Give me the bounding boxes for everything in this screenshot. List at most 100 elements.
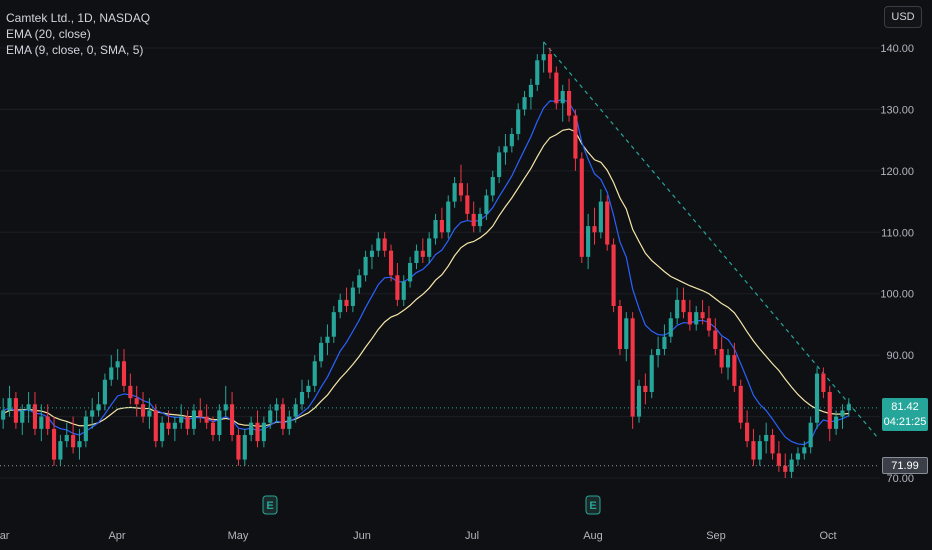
candle[interactable]: [32, 392, 38, 435]
ema20-legend[interactable]: EMA (20, close): [6, 27, 91, 41]
candle[interactable]: [414, 244, 419, 270]
candle[interactable]: [363, 250, 368, 282]
candle[interactable]: [547, 48, 553, 79]
candle[interactable]: [738, 379, 743, 429]
candle[interactable]: [242, 428, 247, 466]
candle[interactable]: [554, 66, 559, 110]
symbol-title[interactable]: Camtek Ltd., 1D, NASDAQ: [6, 11, 151, 25]
candle[interactable]: [338, 293, 343, 319]
earnings-marker[interactable]: E: [262, 495, 278, 515]
candle[interactable]: [427, 232, 432, 263]
candle[interactable]: [630, 312, 635, 429]
candle[interactable]: [617, 299, 622, 356]
candle[interactable]: [185, 410, 190, 435]
candle[interactable]: [528, 78, 533, 110]
candle[interactable]: [166, 410, 171, 435]
candle[interactable]: [566, 78, 572, 122]
candle[interactable]: [535, 54, 540, 91]
candle[interactable]: [191, 404, 196, 435]
candle[interactable]: [662, 324, 667, 356]
candle[interactable]: [579, 152, 584, 263]
candle[interactable]: [656, 336, 661, 368]
candle[interactable]: [280, 398, 286, 435]
trendline-segment[interactable]: [543, 41, 879, 439]
candle[interactable]: [471, 201, 476, 233]
candle[interactable]: [821, 367, 826, 399]
candle[interactable]: [395, 263, 400, 306]
candle[interactable]: [115, 349, 120, 380]
candle[interactable]: [255, 410, 260, 448]
candle[interactable]: [147, 398, 152, 429]
candle[interactable]: [834, 410, 839, 435]
candle[interactable]: [433, 213, 438, 245]
candle[interactable]: [598, 189, 603, 239]
candle[interactable]: [725, 349, 731, 380]
candle[interactable]: [643, 373, 648, 405]
candle[interactable]: [757, 435, 762, 466]
candle[interactable]: [382, 232, 387, 257]
candle[interactable]: [223, 385, 228, 417]
candle[interactable]: [249, 416, 254, 442]
candle[interactable]: [319, 336, 324, 368]
candle[interactable]: [789, 453, 794, 478]
candle[interactable]: [388, 244, 394, 282]
candle[interactable]: [700, 299, 705, 325]
candle[interactable]: [541, 41, 546, 73]
candle[interactable]: [64, 422, 69, 448]
candle[interactable]: [357, 269, 362, 294]
candle[interactable]: [795, 447, 801, 466]
candle[interactable]: [808, 416, 813, 454]
candle[interactable]: [13, 392, 18, 429]
candle[interactable]: [344, 287, 349, 313]
candle[interactable]: [465, 183, 470, 220]
currency-button[interactable]: USD: [884, 6, 922, 28]
candle[interactable]: [522, 91, 527, 116]
candle[interactable]: [210, 416, 216, 442]
earnings-marker[interactable]: E: [585, 495, 601, 515]
candle[interactable]: [477, 207, 483, 233]
candle[interactable]: [458, 164, 464, 202]
candle[interactable]: [350, 281, 355, 313]
candle[interactable]: [770, 428, 775, 460]
candle[interactable]: [140, 392, 146, 423]
candle[interactable]: [668, 312, 673, 343]
candle[interactable]: [325, 324, 330, 356]
candle[interactable]: [484, 189, 489, 220]
candle[interactable]: [160, 416, 165, 448]
candle[interactable]: [560, 84, 565, 122]
candle[interactable]: [204, 404, 209, 429]
candle[interactable]: [439, 207, 444, 239]
candle[interactable]: [134, 385, 139, 417]
candle[interactable]: [408, 256, 413, 288]
candle[interactable]: [681, 287, 686, 319]
candle[interactable]: [802, 441, 807, 460]
candle[interactable]: [51, 416, 57, 466]
candle[interactable]: [732, 342, 737, 392]
candle[interactable]: [90, 398, 95, 429]
candle[interactable]: [509, 127, 514, 153]
candle[interactable]: [420, 238, 425, 263]
candle[interactable]: [45, 404, 50, 435]
candle[interactable]: [624, 312, 629, 362]
candle[interactable]: [694, 306, 699, 331]
candle[interactable]: [503, 134, 508, 165]
candle[interactable]: [376, 232, 381, 257]
candle[interactable]: [287, 410, 292, 435]
ema9-legend[interactable]: EMA (9, close, 0, SMA, 5): [6, 43, 144, 57]
candle[interactable]: [713, 318, 718, 356]
candle[interactable]: [293, 398, 298, 423]
candle[interactable]: [452, 177, 457, 208]
candle[interactable]: [77, 428, 82, 460]
candle[interactable]: [198, 398, 203, 423]
candle[interactable]: [687, 299, 692, 331]
candle[interactable]: [71, 416, 76, 454]
candle[interactable]: [20, 404, 25, 435]
candle[interactable]: [236, 428, 241, 466]
candle[interactable]: [109, 355, 114, 386]
candle[interactable]: [331, 306, 336, 343]
candle[interactable]: [1, 398, 6, 429]
candle[interactable]: [751, 428, 756, 466]
candle[interactable]: [586, 213, 591, 270]
candle[interactable]: [230, 392, 235, 442]
candle[interactable]: [153, 404, 158, 448]
